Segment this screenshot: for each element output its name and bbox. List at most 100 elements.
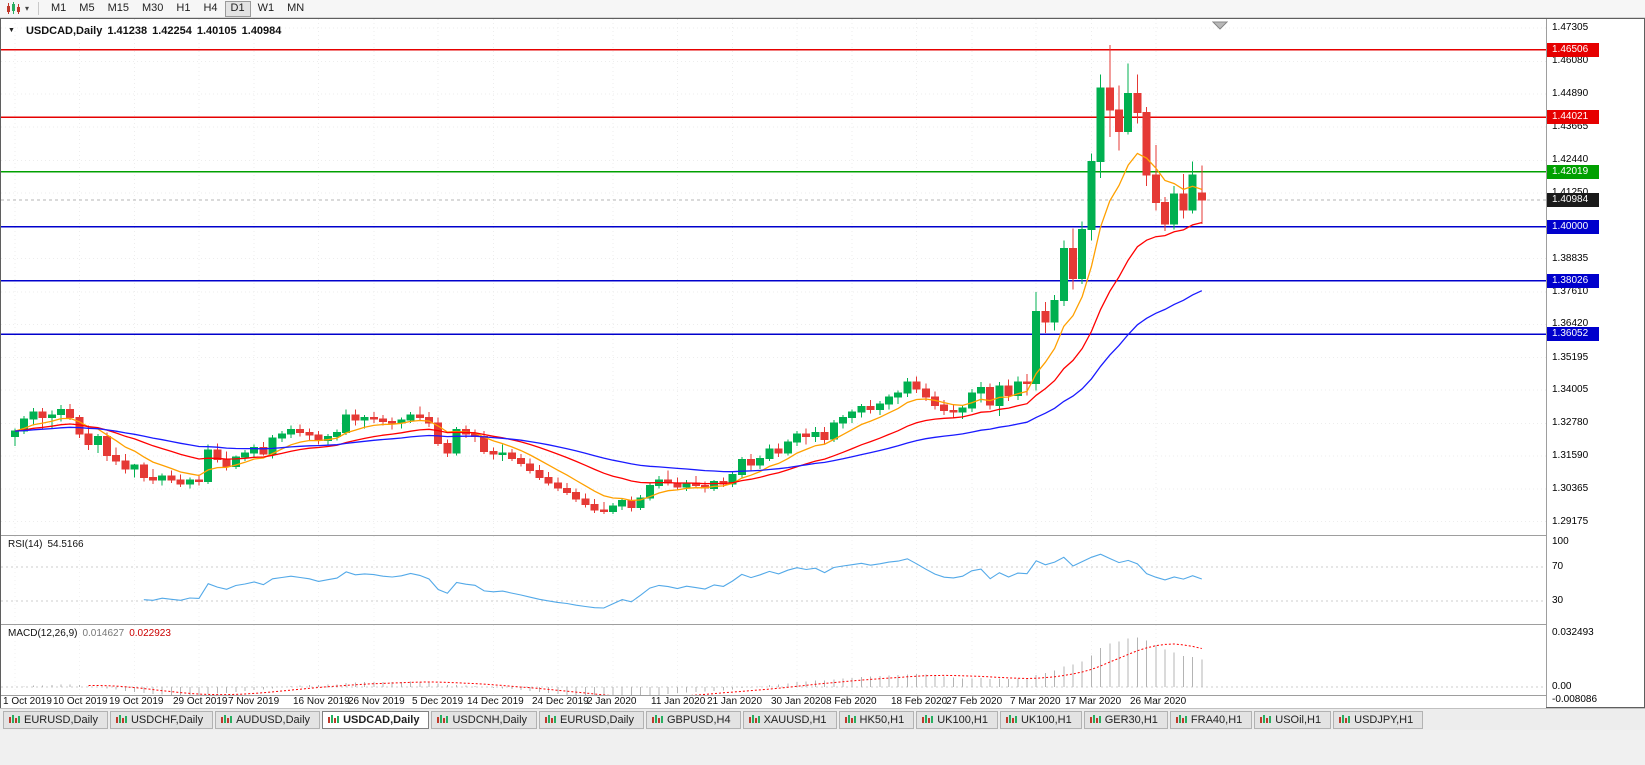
macd-panel-canvas[interactable] — [1, 625, 1546, 695]
date-axis-label: 30 Jan 2020 — [771, 696, 827, 707]
date-axis-label: 24 Dec 2019 — [532, 696, 589, 707]
chart-tab-usoil-h1[interactable]: USOil,H1 — [1254, 710, 1332, 729]
price-line-badge: 1.42019 — [1547, 165, 1599, 179]
rsi-panel-canvas[interactable] — [1, 536, 1546, 624]
chart-tab-usdcad-daily[interactable]: USDCAD,Daily — [322, 710, 430, 729]
macd-indicator-label: MACD(12,26,9) 0.014627 0.022923 — [8, 628, 171, 639]
chart-tab-usdjpy-h1[interactable]: USDJPY,H1 — [1333, 710, 1424, 729]
open-value: 1.41238 — [107, 25, 148, 37]
price-axis[interactable]: 1.47305 1.46080 1.44890 1.43665 1.42440 1.412… — [1546, 19, 1643, 707]
date-axis-label: 2 Jan 2020 — [587, 696, 637, 707]
chart-tab-uk100-h1[interactable]: UK100,H1 — [916, 710, 998, 729]
timeframe-button-m30[interactable]: M30 — [136, 1, 169, 17]
chevron-down-icon[interactable]: ▾ — [25, 4, 30, 13]
date-axis-label: 8 Feb 2020 — [826, 696, 877, 707]
chart-type-icon[interactable] — [4, 1, 23, 17]
chart-tab-label: USDJPY,H1 — [1354, 713, 1414, 726]
date-axis-label: 7 Nov 2019 — [228, 696, 280, 707]
chart-tab-usdchf-daily[interactable]: USDCHF,Daily — [109, 710, 214, 729]
time-axis[interactable]: 1 Oct 2019 10 Oct 2019 19 Oct 2019 29 Oct 2… — [1, 696, 1546, 708]
timeframe-toolbar: ▾ M1 M5 M15 M30 H1 H4 D1 W1 MN — [0, 0, 1645, 18]
price-axis-label: 1.31590 — [1552, 450, 1589, 461]
macd-name: MACD(12,26,9) — [8, 628, 78, 639]
date-axis-label: 26 Mar 2020 — [1130, 696, 1187, 707]
price-line-badge: 1.36052 — [1547, 327, 1599, 341]
timeframe-button-mn[interactable]: MN — [281, 1, 310, 17]
rsi-axis-label: 30 — [1552, 595, 1564, 606]
panel-splitter[interactable] — [1, 535, 1546, 536]
chart-tab-label: EURUSD,Daily — [560, 713, 634, 726]
macd-signal-value: 0.022923 — [129, 628, 171, 639]
chart-tab-gbpusd-h4[interactable]: GBPUSD,H4 — [646, 710, 741, 729]
price-axis-label: 1.46080 — [1552, 55, 1589, 66]
chart-tab-label: AUDUSD,Daily — [236, 713, 311, 726]
price-axis-label: 1.35195 — [1552, 352, 1589, 363]
date-axis-label: 1 Oct 2019 — [3, 696, 52, 707]
chart-tab-label: USDCHF,Daily — [130, 713, 204, 726]
mini-chart-icon — [1175, 715, 1187, 724]
chart-tab-eurusd-daily[interactable]: EURUSD,Daily — [539, 710, 644, 729]
mini-chart-icon — [115, 715, 127, 724]
chart-tab-label: USDCAD,Daily — [343, 713, 420, 726]
date-axis-label: 11 Jan 2020 — [651, 696, 706, 707]
rsi-value: 54.5166 — [47, 539, 84, 550]
mini-chart-icon — [922, 715, 934, 724]
timeframe-button-m1[interactable]: M1 — [45, 1, 72, 17]
chart-window: 1 Oct 2019 10 Oct 2019 19 Oct 2019 29 Oct 2… — [0, 18, 1645, 708]
rsi-axis-label: 70 — [1552, 561, 1564, 572]
price-axis-label: 1.42440 — [1552, 154, 1589, 165]
mini-chart-icon — [1005, 715, 1017, 724]
date-axis-label: 18 Feb 2020 — [891, 696, 948, 707]
symbol-timeframe: USDCAD,Daily — [25, 25, 103, 37]
timeframe-button-d1[interactable]: D1 — [224, 0, 251, 17]
panel-splitter[interactable] — [1, 695, 1546, 696]
macd-main-value: 0.014627 — [82, 628, 125, 639]
price-axis-label: 1.32780 — [1552, 417, 1589, 428]
chart-tab-label: USDCNH,Daily — [452, 713, 528, 726]
date-axis-label: 16 Nov 2019 — [293, 696, 350, 707]
mini-chart-icon — [844, 715, 856, 724]
timeframe-button-m15[interactable]: M15 — [102, 1, 135, 17]
chart-tab-fra40-h1[interactable]: FRA40,H1 — [1169, 710, 1253, 729]
chart-tab-usdcnh-daily[interactable]: USDCNH,Daily — [431, 710, 538, 729]
timeframe-button-m5[interactable]: M5 — [73, 1, 100, 17]
price-chart-canvas[interactable] — [1, 19, 1546, 535]
chart-tab-eurusd-daily[interactable]: EURUSD,Daily — [3, 710, 108, 729]
timeframe-button-h1[interactable]: H1 — [170, 1, 196, 17]
timeframe-button-w1[interactable]: W1 — [252, 1, 281, 17]
date-axis-label: 7 Mar 2020 — [1010, 696, 1061, 707]
toolbar-separator — [38, 2, 40, 15]
chart-tab-label: FRA40,H1 — [1190, 713, 1243, 726]
timeframe-button-h4[interactable]: H4 — [197, 1, 223, 17]
current-price-badge: 1.40984 — [1547, 193, 1599, 207]
date-axis-label: 26 Nov 2019 — [348, 696, 405, 707]
status-strip — [0, 730, 1645, 765]
collapse-triangle-icon[interactable]: ▼ — [8, 27, 15, 34]
macd-axis-label: 0.032493 — [1552, 627, 1594, 638]
date-axis-label: 5 Dec 2019 — [412, 696, 464, 707]
chart-tab-label: USOil,H1 — [1275, 713, 1322, 726]
timeframe-buttons: M1 M5 M15 M30 H1 H4 D1 W1 MN — [45, 0, 311, 17]
price-axis-label: 1.43665 — [1552, 121, 1589, 132]
mini-chart-icon — [221, 715, 233, 724]
chart-tabs-bar: EURUSD,Daily USDCHF,Daily AUDUSD,Daily USDC… — [0, 708, 1645, 730]
price-axis-label: 1.37610 — [1552, 286, 1589, 297]
chart-tab-audusd-daily[interactable]: AUDUSD,Daily — [215, 710, 321, 729]
date-axis-label: 21 Jan 2020 — [707, 696, 763, 707]
price-axis-label: 1.38835 — [1552, 253, 1589, 264]
mini-chart-icon — [1339, 715, 1351, 724]
chart-tab-hk50-h1[interactable]: HK50,H1 — [838, 710, 915, 729]
candlestick-chart-icon — [7, 2, 20, 14]
chart-ohlc-header: ▼ USDCAD,Daily 1.41238 1.42254 1.40105 1.4098… — [8, 25, 281, 37]
date-axis-label: 27 Feb 2020 — [946, 696, 1003, 707]
chart-tab-ger30-h1[interactable]: GER30,H1 — [1083, 710, 1168, 729]
price-line-badge: 1.44021 — [1547, 110, 1599, 124]
chart-tab-label: HK50,H1 — [859, 713, 905, 726]
close-value: 1.40984 — [241, 25, 282, 37]
chart-tab-xauusd-h1[interactable]: XAUUSD,H1 — [742, 710, 837, 729]
date-axis-label: 19 Oct 2019 — [109, 696, 164, 707]
panel-splitter[interactable] — [1, 624, 1546, 625]
chart-tab-uk100-h1[interactable]: UK100,H1 — [999, 710, 1082, 729]
date-axis-label: 10 Oct 2019 — [53, 696, 108, 707]
